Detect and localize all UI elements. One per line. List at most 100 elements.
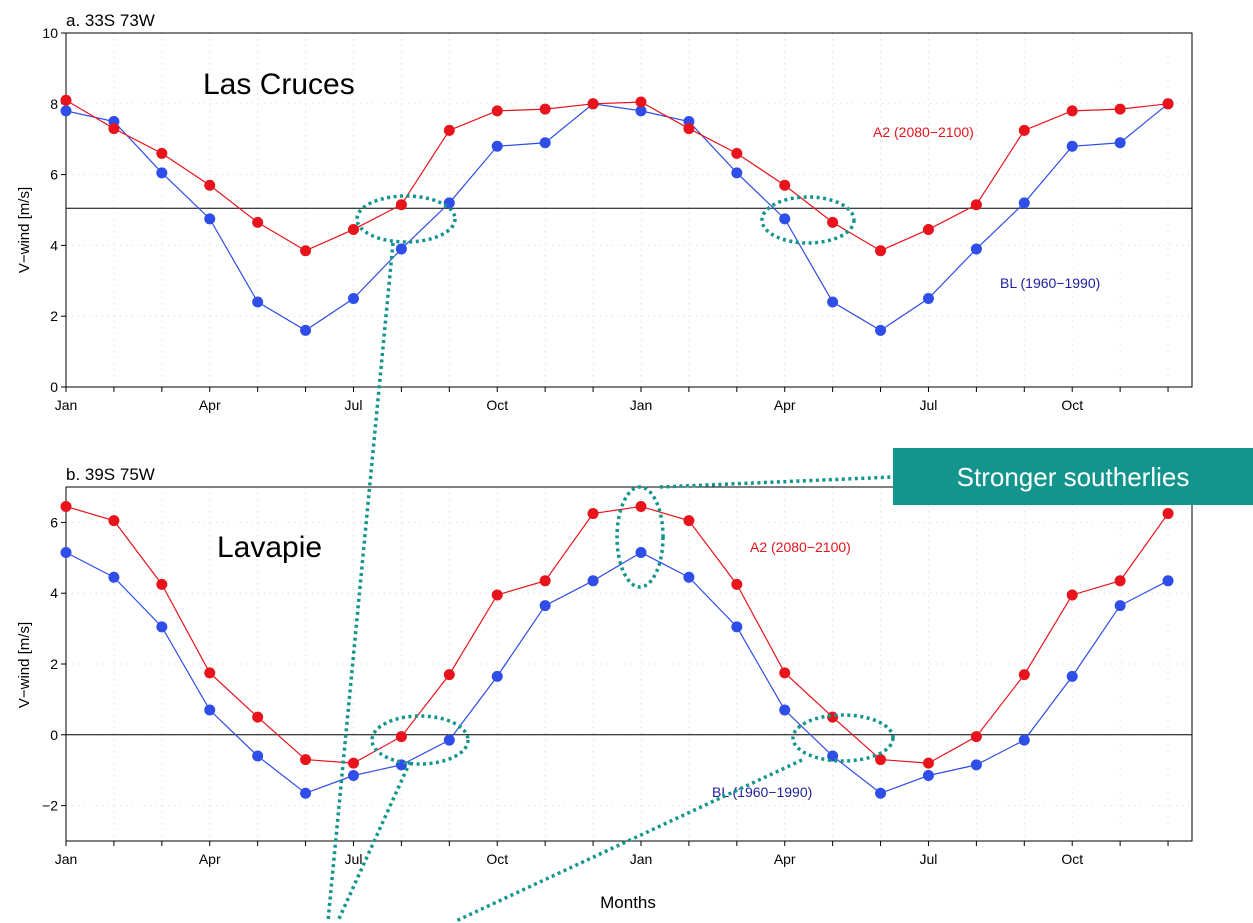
panel-b-a2-point — [1162, 508, 1174, 520]
panel-b-ylabel: V−wind [m/s] — [16, 622, 33, 708]
panel-a-bl-line — [65, 103, 1169, 332]
panel-b-legend-bl: BL (1960−1990) — [712, 784, 812, 800]
panel-b-bl-point — [252, 750, 264, 762]
panel-a-a2-point — [1162, 98, 1174, 110]
panel-a-bl-point — [779, 213, 791, 225]
panel-a-xtick-label: Jan — [55, 397, 78, 413]
panel-b-bl-point — [300, 787, 312, 799]
panel-b-a2-point — [491, 589, 503, 601]
panel-b-a2-point — [347, 757, 359, 769]
panel-b-bl-point — [1162, 575, 1174, 587]
panel-b-a2-point — [970, 731, 982, 743]
panel-a-bl-point — [731, 167, 743, 179]
panel-b-bl-point — [156, 621, 168, 633]
panel-b-a2-point — [1114, 575, 1126, 587]
panel-a-bl-point — [922, 293, 934, 304]
panel-a-a2-point — [875, 245, 887, 257]
panel-a-a2-point — [970, 199, 982, 211]
panel-b-a2-point — [587, 508, 599, 520]
panel-a-bl-point — [1018, 197, 1030, 209]
panel-a-a2-point — [1018, 124, 1030, 136]
panel-b-bl-point — [922, 770, 934, 782]
panel-b-ytick-label: 4 — [50, 585, 58, 601]
panel-a-a2-point — [827, 216, 839, 228]
panel-b-a2-point — [922, 757, 934, 769]
panel-b-xtick-label: Oct — [486, 851, 508, 867]
panel-b-xticks: Jan Apr Jul Oct Jan Apr Jul Oct — [55, 841, 1169, 867]
panel-a-a2-point — [60, 94, 72, 106]
panel-a-a2-point — [779, 179, 791, 191]
leader-line-callout — [659, 475, 894, 489]
annotation-ellipse-b-jul — [370, 714, 470, 766]
panel-b-bl-point — [1066, 670, 1078, 682]
panel-a-xtick-label: Oct — [1061, 397, 1083, 413]
panel-b-a2-point — [635, 500, 647, 512]
panel-a-ytick-label: 6 — [50, 167, 58, 183]
panel-a-a2-point — [347, 223, 359, 235]
panel-b-bl-point — [539, 600, 551, 612]
panel-a-xticks: Jan Apr Jul Oct Jan Apr Jul Oct — [55, 387, 1169, 413]
panel-b-bl-point — [587, 575, 599, 587]
panel-a-a2-point — [587, 98, 599, 110]
panel-a-xtick-label: Jan — [630, 397, 653, 413]
panel-a-bl-point — [252, 296, 264, 308]
panel-b-bl-line — [65, 551, 1169, 794]
panel-a-series — [60, 94, 1174, 336]
panel-a-bl-point — [347, 293, 359, 304]
panel-a-yticks: 0 2 4 6 8 10 — [42, 25, 66, 395]
panel-a-ytick-label: 0 — [50, 379, 58, 395]
panel-b-site-label: Lavapie — [217, 531, 322, 564]
panel-b-bl-point — [491, 670, 503, 682]
panel-b-a2-point — [204, 667, 216, 679]
panel-b-bl-point — [731, 621, 743, 633]
panel-b-a2-point — [60, 500, 72, 512]
panel-a-xtick-label: Jul — [345, 397, 363, 413]
panel-b-xtick-label: Jul — [920, 851, 938, 867]
panel-a-xtick-label: Jul — [920, 397, 938, 413]
panel-b-a2-point — [1018, 669, 1030, 681]
panel-a-site-label: Las Cruces — [203, 68, 355, 101]
panel-b-bl-point — [1114, 600, 1126, 612]
panel-a-ylabel: V−wind [m/s] — [16, 187, 33, 273]
annotation-ellipse-b-jan — [615, 485, 665, 589]
leader-line-1 — [326, 242, 395, 922]
panel-a-bl-point — [539, 137, 551, 149]
panel-a-bl-point — [204, 213, 216, 225]
annotation-ellipse-a-apr — [760, 195, 856, 245]
panel-b-bl-point — [970, 759, 982, 771]
panel-a-bl-point — [635, 105, 647, 117]
panel-a-a2-point — [1114, 103, 1126, 115]
panel-a-legend-a2: A2 (2080−2100) — [873, 124, 974, 140]
panel-b-a2-point — [683, 515, 695, 527]
panel-b-bl-point — [108, 571, 120, 583]
panel-a-bl-point — [395, 243, 407, 255]
annotations — [326, 194, 895, 923]
callout-box — [893, 448, 1253, 505]
panel-b-a2-point — [252, 711, 264, 723]
panel-a-ytick-label: 10 — [42, 25, 58, 41]
panel-a-a2-point — [204, 179, 216, 191]
panel-b-a2-point — [779, 667, 791, 679]
panel-b-xtick-label: Oct — [1061, 851, 1083, 867]
panel-a-bl-point — [156, 167, 168, 179]
panel-b-bl-point — [779, 704, 791, 716]
panel-b-a2-point — [156, 578, 168, 590]
panel-b-bl-point — [60, 546, 72, 558]
panel-a-a2-line — [65, 99, 1169, 252]
panel-a-legend-bl: BL (1960−1990) — [1000, 275, 1100, 291]
panel-a-bl-point — [970, 243, 982, 255]
panel-a-bl-point — [827, 296, 839, 308]
callout-text: Stronger southerlies — [957, 462, 1190, 492]
leader-line-2 — [336, 761, 412, 922]
x-axis-label: Months — [600, 893, 656, 912]
panel-a-a2-point — [539, 103, 551, 115]
panel-a-a2-point — [731, 147, 743, 159]
leader-line-3 — [455, 758, 803, 923]
panel-b-legend-a2: A2 (2080−2100) — [750, 539, 851, 555]
callout: Stronger southerlies — [893, 448, 1253, 505]
panel-b-xtick-label: Jan — [55, 851, 78, 867]
panel-b-a2-point — [539, 575, 551, 587]
panel-a-a2-point — [300, 245, 312, 257]
panel-a-bl-point — [60, 105, 72, 117]
